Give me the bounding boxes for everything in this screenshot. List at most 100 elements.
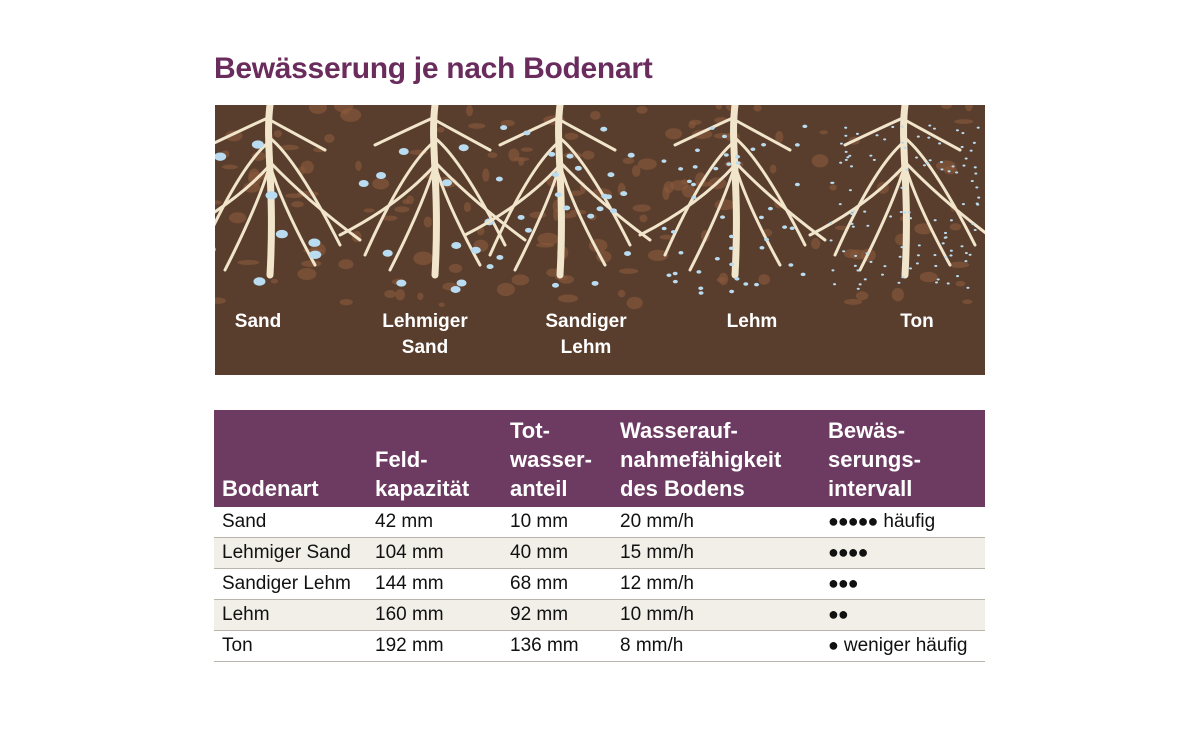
soil-particle <box>228 212 247 224</box>
water-droplet-icon <box>761 143 767 147</box>
water-droplet-icon <box>782 225 788 229</box>
root-icon <box>498 115 562 147</box>
header-feldkapazitaet: Feld-kapazität <box>367 410 502 507</box>
water-droplet-icon <box>844 134 848 137</box>
soil-table: Bodenart Feld-kapazität Tot-wasser-antei… <box>214 410 985 662</box>
water-droplet-icon <box>831 181 835 184</box>
soil-particle <box>632 204 651 212</box>
water-droplet-icon <box>960 245 964 248</box>
soil-particle <box>691 129 713 139</box>
water-droplet-icon <box>925 161 929 165</box>
cell-bodenart: Ton <box>214 630 367 662</box>
root-icon <box>558 160 652 242</box>
soil-particle <box>819 130 829 135</box>
soil-particle <box>463 202 472 213</box>
water-droplet-icon <box>962 164 966 167</box>
root-icon <box>558 118 617 152</box>
water-droplet-icon <box>591 280 599 286</box>
soil-particle <box>775 130 784 144</box>
soil-label-sand: Sand <box>215 309 328 335</box>
water-droplet-icon <box>936 278 940 281</box>
water-droplet-icon <box>960 145 964 149</box>
water-droplet-icon <box>863 278 867 281</box>
soil-label-lehmiger-sand: Lehmiger Sand <box>355 309 495 361</box>
water-droplet-icon <box>548 151 556 157</box>
root-icon <box>488 139 562 257</box>
water-droplet-icon <box>944 231 948 235</box>
water-droplet-icon <box>875 134 879 137</box>
water-droplet-icon <box>934 264 938 268</box>
root-icon <box>388 163 437 272</box>
label-line: Sand <box>234 311 282 332</box>
water-droplet-icon <box>517 214 525 220</box>
water-droplet-icon <box>754 282 760 287</box>
water-droplet-icon <box>854 254 858 257</box>
root-icon <box>215 139 272 227</box>
root-icon <box>638 163 737 237</box>
water-droplet-icon <box>928 159 932 162</box>
water-droplet-icon <box>856 287 860 290</box>
water-droplet-icon <box>524 227 532 233</box>
soil-particle <box>381 215 398 221</box>
soil-particle <box>338 259 354 270</box>
soil-particle <box>511 274 530 286</box>
soil-particle <box>221 164 238 170</box>
water-droplet-icon <box>899 210 903 214</box>
soil-particle <box>215 200 222 205</box>
water-droplet-icon <box>833 283 837 286</box>
water-droplet-icon <box>587 213 595 219</box>
water-droplet-icon <box>838 203 842 206</box>
root-icon <box>903 136 977 247</box>
soil-particle <box>935 160 956 172</box>
water-droplet-icon <box>563 205 571 211</box>
water-droplet-icon <box>728 234 734 239</box>
water-droplet-icon <box>309 250 322 259</box>
root-icon <box>215 163 272 214</box>
header-aufnahme: Wasserauf-nahmefähigkeit des Bodens <box>612 410 820 507</box>
root-icon <box>903 160 985 235</box>
soil-particle <box>626 296 643 310</box>
water-droplet-icon <box>574 165 582 171</box>
frequency-dots: ●●● <box>828 573 859 593</box>
water-droplet-icon <box>215 247 216 252</box>
soil-particle <box>402 198 410 205</box>
water-droplet-icon <box>976 203 980 206</box>
water-droplet-icon <box>698 291 704 295</box>
water-droplet-icon <box>850 222 854 225</box>
water-droplet-icon <box>758 215 764 220</box>
soil-particle <box>962 299 973 305</box>
frequency-dots: ●●●●● <box>828 511 878 531</box>
water-droplet-icon <box>720 215 726 219</box>
water-droplet-icon <box>788 263 794 267</box>
soil-particle <box>300 160 314 174</box>
water-droplet-icon <box>851 210 855 213</box>
roots-drawing <box>215 105 985 310</box>
water-droplet-icon <box>627 152 635 158</box>
soil-particle <box>849 249 867 260</box>
cell-intervall: ●●●● <box>820 537 985 569</box>
water-droplet-icon <box>253 277 266 286</box>
soil-particle <box>363 208 375 213</box>
water-droplet-icon <box>678 251 684 255</box>
water-droplet-icon <box>858 283 862 286</box>
water-droplet-icon <box>670 230 676 234</box>
water-droplet-icon <box>500 125 508 131</box>
water-droplet-icon <box>943 236 947 239</box>
soil-particle <box>520 147 533 152</box>
soil-particle <box>564 132 579 140</box>
water-droplet-icon <box>358 179 369 187</box>
table-row: Ton 192 mm 136 mm 8 mm/h ● weniger häufig <box>214 630 985 662</box>
water-droplet-icon <box>889 215 893 218</box>
root-icon <box>433 136 507 247</box>
root-icon <box>433 118 492 152</box>
water-droplet-icon <box>869 154 873 157</box>
water-droplet-icon <box>905 168 909 171</box>
water-droplet-icon <box>883 138 887 141</box>
label-line: Lehmiger <box>382 311 468 332</box>
soil-particle <box>829 184 837 191</box>
soil-particle <box>662 186 670 201</box>
soil-particle <box>291 201 304 208</box>
root-icon <box>430 105 440 279</box>
water-droplet-icon <box>932 127 936 130</box>
frequency-dots: ● <box>828 635 839 655</box>
